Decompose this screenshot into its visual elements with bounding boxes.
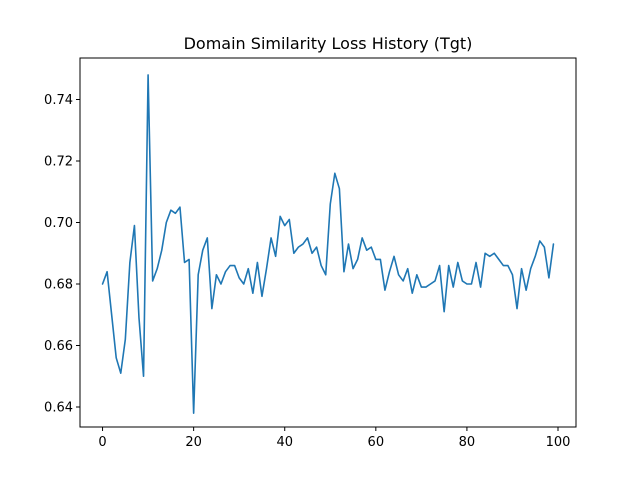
y-tick-label: 0.64 [44,401,73,416]
y-tick-label: 0.72 [44,155,73,170]
y-axis: 0.64 0.66 0.68 0.70 0.72 0.74 [44,93,80,416]
x-tick-label: 60 [368,435,385,450]
y-tick-label: 0.66 [44,339,73,354]
x-tick-label: 0 [98,435,106,450]
x-tick-label: 100 [546,435,571,450]
plot-frame [79,57,577,428]
chart-title: Domain Similarity Loss History (Tgt) [184,34,473,53]
x-tick-label: 20 [185,435,202,450]
y-tick-label: 0.70 [44,216,73,231]
y-tick-label: 0.68 [44,278,73,293]
y-tick-label: 0.74 [44,93,73,108]
x-tick-label: 40 [276,435,293,450]
series-line [101,74,555,414]
x-tick-label: 80 [459,435,476,450]
x-axis: 0 20 40 60 80 100 [98,427,570,450]
plot-area [101,74,555,414]
